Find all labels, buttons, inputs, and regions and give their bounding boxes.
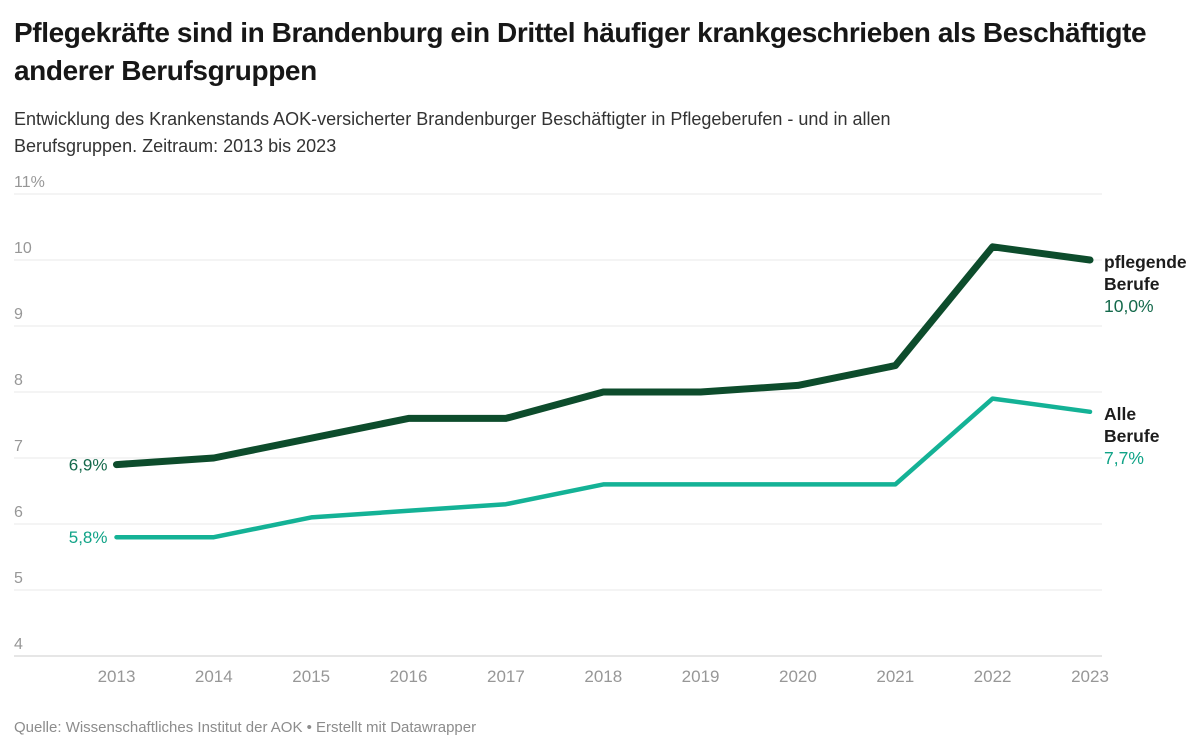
y-tick-label: 4 <box>14 636 23 653</box>
x-tick-label: 2016 <box>390 667 428 686</box>
end-value-label: 7,7% <box>1104 448 1144 468</box>
x-tick-label: 2018 <box>584 667 622 686</box>
chart-header: Pflegekräfte sind in Brandenburg ein Dri… <box>14 14 1164 160</box>
y-tick-label: 5 <box>14 570 23 587</box>
y-tick-label: 9 <box>14 306 23 323</box>
end-value-label: 10,0% <box>1104 296 1154 316</box>
series-name-label: Berufe <box>1104 274 1160 294</box>
y-tick-label: 10 <box>14 240 32 257</box>
series-name-label: pflegende <box>1104 252 1187 272</box>
series-line-pflegende-berufe <box>113 243 1094 469</box>
y-tick-label: 11% <box>14 174 45 191</box>
start-value-label: 5,8% <box>69 528 108 547</box>
x-tick-label: 2017 <box>487 667 525 686</box>
x-tick-label: 2021 <box>876 667 914 686</box>
series-line-alle-berufe <box>114 396 1093 540</box>
series-name-label: Berufe <box>1104 426 1160 446</box>
series-name-label: Alle <box>1104 404 1136 424</box>
x-tick-label: 2023 <box>1071 667 1109 686</box>
source-attribution: Quelle: Wissenschaftliches Institut der … <box>14 719 477 736</box>
y-tick-label: 7 <box>14 438 23 455</box>
line-chart: 4 5 6 7 8 9 10 11% 2013 2014 2015 2016 2017 2018 2019 2… <box>14 174 1187 686</box>
chart-title: Pflegekräfte sind in Brandenburg ein Dri… <box>14 17 1147 86</box>
x-tick-label: 2019 <box>682 667 720 686</box>
y-tick-label: 6 <box>14 504 23 521</box>
x-tick-label: 2020 <box>779 667 817 686</box>
chart-subtitle: Entwicklung des Krankenstands AOK-versic… <box>14 109 891 156</box>
start-value-label: 6,9% <box>69 456 108 475</box>
x-tick-label: 2014 <box>195 667 233 686</box>
y-tick-label: 8 <box>14 372 23 389</box>
x-tick-label: 2015 <box>292 667 330 686</box>
x-tick-label: 2022 <box>974 667 1012 686</box>
x-tick-label: 2013 <box>98 667 136 686</box>
